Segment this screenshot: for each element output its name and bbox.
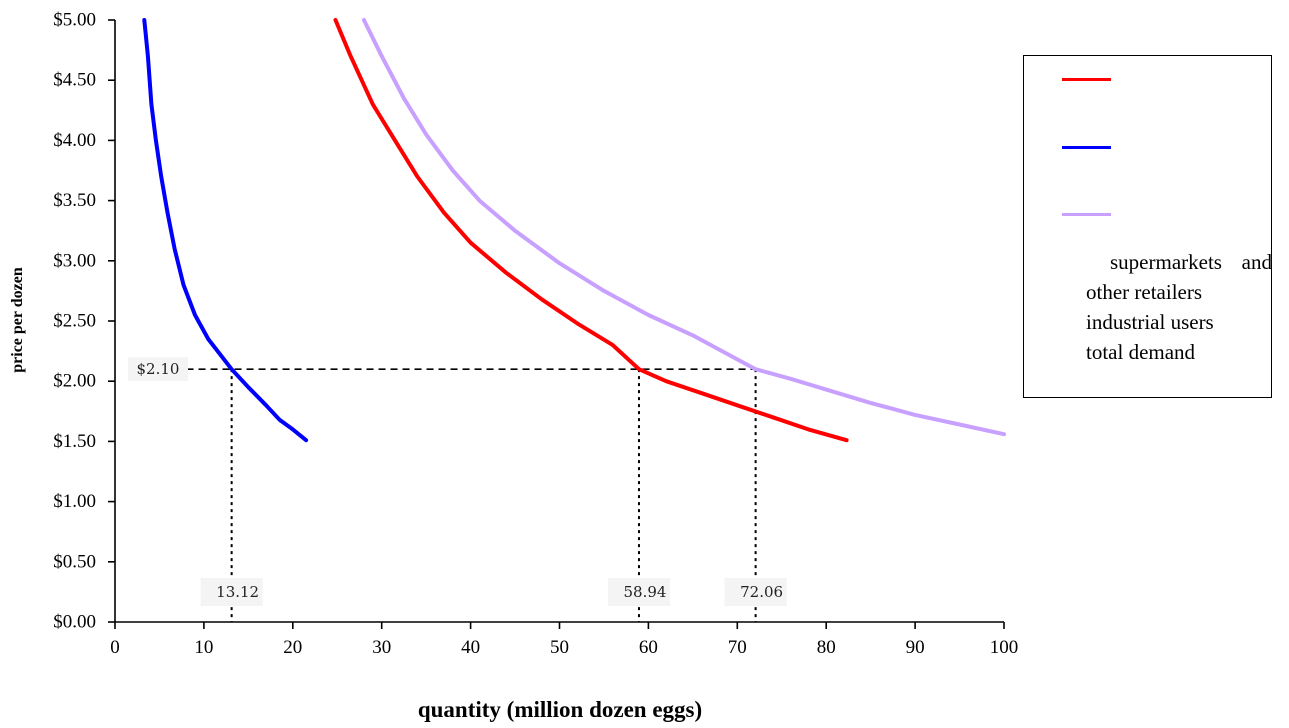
x-axis-title: quantity (million dozen eggs) [418,697,702,722]
series-group [142,18,1006,443]
axes [114,20,1004,623]
series-line-total [361,18,1006,437]
x-tick-label: 10 [194,637,213,658]
legend: supermarkets and other retailers industr… [1023,55,1272,398]
legend-text-supermarkets: supermarkets and other retailers [1086,250,1272,304]
quantity-annotation-label: 72.06 [740,583,783,601]
x-tick-label: 100 [990,637,1019,658]
legend-line-purple [1062,213,1111,216]
legend-text: supermarkets and other retailers industr… [1086,247,1272,367]
x-tick-label: 20 [283,637,302,658]
legend-text-total: total demand [1086,340,1196,364]
x-tick-label: 40 [461,637,480,658]
x-tick-label: 60 [639,637,658,658]
y-tick-label: $4.50 [53,70,96,91]
x-tick-label: 0 [110,637,120,658]
y-tick-label: $3.50 [53,190,96,211]
x-tick-label: 90 [906,637,925,658]
quantity-annotation-label: 58.94 [624,583,667,601]
legend-line-red [1062,78,1111,81]
quantity-label-background [724,578,787,606]
series-line-supermarkets [333,18,849,443]
x-tick-label: 80 [817,637,836,658]
x-tick-label: 70 [728,637,747,658]
y-tick-label: $5.00 [53,10,96,31]
quantity-label-background [200,578,263,606]
series-line-industrial [142,18,309,443]
price-annotation-label: $2.10 [137,360,180,378]
legend-text-industrial: industrial users [1086,310,1214,334]
x-tick-label: 50 [550,637,569,658]
legend-line-blue [1062,146,1111,149]
y-tick-label: $2.50 [53,311,96,332]
y-tick-label: $1.50 [53,431,96,452]
y-axis-title: price per dozen [9,267,26,373]
annotation-group: $2.10 13.12 58.94 72.06 [128,357,787,622]
price-label-background [128,357,188,382]
quantity-label-background [607,578,670,606]
ticks-group: 0 10 20 30 40 50 60 70 80 90 100 $0.00 $0.50 $1.00 $1.… [53,10,1018,658]
y-tick-label: $3.00 [53,250,96,271]
y-tick-label: $4.00 [53,130,96,151]
y-tick-label: $0.50 [53,551,96,572]
y-tick-label: $1.00 [53,491,96,512]
y-tick-label: $2.00 [53,371,96,392]
quantity-annotation-label: 13.12 [216,583,259,601]
y-tick-label: $0.00 [53,612,96,633]
x-tick-label: 30 [372,637,391,658]
